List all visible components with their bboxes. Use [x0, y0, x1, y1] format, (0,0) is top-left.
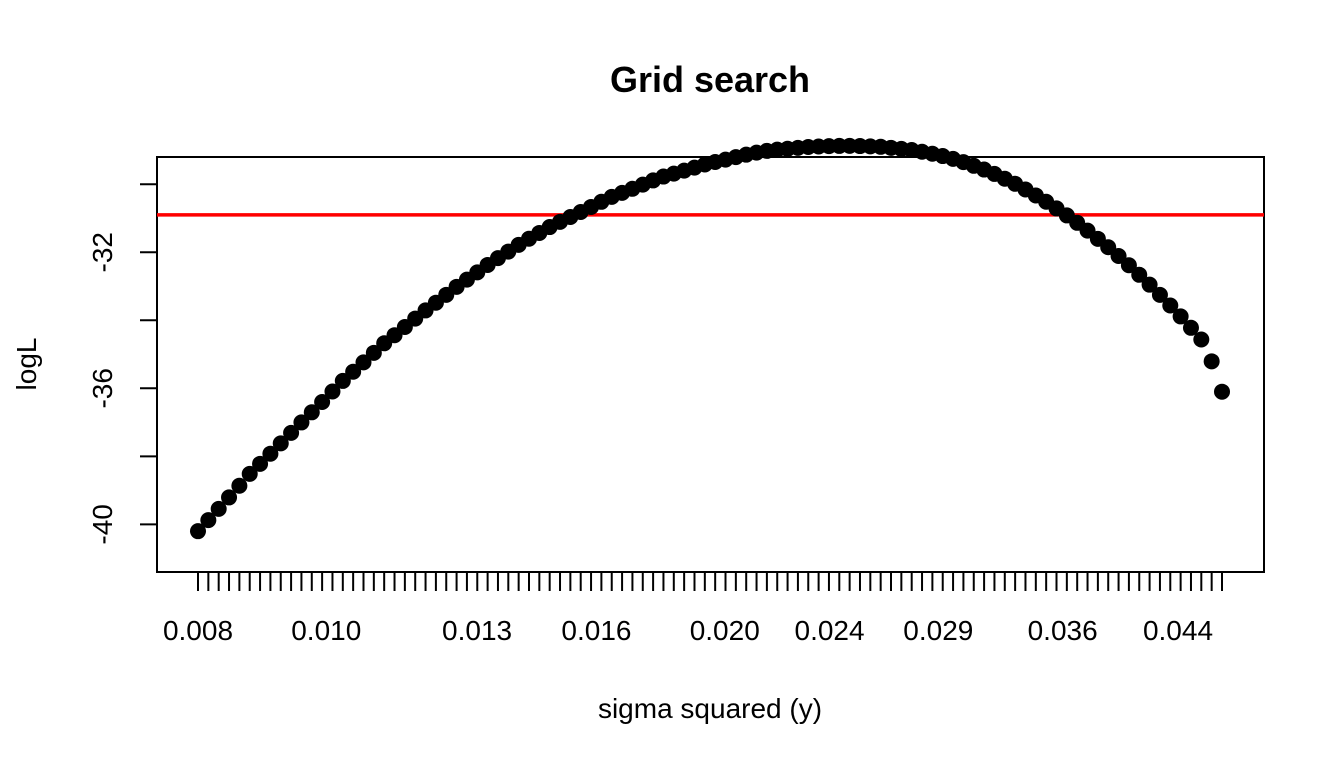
x-tick-label: 0.036	[1028, 615, 1098, 646]
data-point	[190, 523, 206, 540]
y-tick-label: -40	[87, 504, 118, 544]
chart-title: Grid search	[610, 59, 810, 100]
y-tick-label: -32	[87, 232, 118, 272]
x-tick-label: 0.008	[163, 615, 233, 646]
data-point	[241, 465, 258, 482]
x-tick-label: 0.010	[291, 615, 361, 646]
data-point	[1172, 308, 1189, 325]
x-tick-label: 0.013	[442, 615, 512, 646]
data-point	[293, 414, 310, 431]
data-point	[345, 363, 362, 380]
x-axis: 0.008 0.010 0.013 0.016 0.020 0.024 0.029 0.036…	[163, 572, 1223, 646]
data-point	[231, 477, 248, 494]
data-point	[1162, 297, 1179, 314]
data-point	[262, 445, 279, 462]
y-axis-label: logL	[11, 338, 42, 391]
data-points	[190, 137, 1230, 540]
data-point	[1193, 331, 1210, 348]
x-axis-label: sigma squared (y)	[598, 693, 822, 724]
data-point	[1182, 319, 1199, 336]
data-point	[355, 354, 372, 371]
data-point	[272, 435, 289, 452]
data-point	[210, 500, 227, 517]
data-point	[1141, 276, 1158, 293]
plot-frame	[156, 156, 1265, 573]
x-tick-label: 0.020	[690, 615, 760, 646]
data-point	[1110, 248, 1127, 265]
y-tick-label: -36	[87, 368, 118, 408]
x-tick-label: 0.016	[561, 615, 631, 646]
data-point	[314, 393, 331, 410]
data-point	[324, 383, 341, 400]
y-axis: -32 -36 -40	[87, 183, 157, 545]
data-point	[1203, 353, 1220, 370]
data-point	[365, 344, 382, 361]
x-tick-label: 0.044	[1143, 615, 1213, 646]
data-point	[1131, 266, 1148, 283]
data-point	[334, 372, 351, 389]
data-point	[221, 489, 238, 506]
data-point	[1120, 257, 1137, 274]
data-point	[252, 455, 269, 472]
data-point	[1151, 286, 1168, 303]
x-tick-label: 0.024	[795, 615, 865, 646]
data-point	[303, 404, 320, 421]
data-point	[200, 512, 217, 529]
x-tick-label: 0.029	[903, 615, 973, 646]
data-point	[1214, 383, 1230, 400]
data-point	[283, 424, 300, 441]
